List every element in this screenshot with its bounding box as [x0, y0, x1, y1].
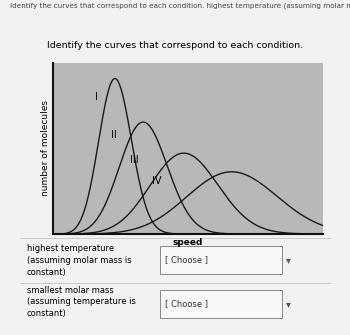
Text: smallest molar mass
(assuming temperature is
constant): smallest molar mass (assuming temperatur…	[27, 285, 136, 318]
Text: Identify the curves that correspond to each condition.: Identify the curves that correspond to e…	[47, 41, 303, 50]
Text: II: II	[111, 130, 117, 140]
Text: I: I	[95, 92, 98, 102]
X-axis label: speed: speed	[173, 238, 203, 247]
Y-axis label: number of molecules: number of molecules	[42, 100, 50, 196]
Text: ▾: ▾	[286, 299, 291, 309]
Text: IV: IV	[152, 176, 161, 186]
Text: [ Choose ]: [ Choose ]	[165, 255, 208, 264]
FancyBboxPatch shape	[160, 246, 282, 274]
Text: highest temperature
(assuming molar mass is
constant): highest temperature (assuming molar mass…	[27, 244, 132, 277]
Text: III: III	[130, 155, 139, 165]
Text: Identify the curves that correspond to each condition. highest temperature (assu: Identify the curves that correspond to e…	[10, 2, 350, 9]
Text: [ Choose ]: [ Choose ]	[165, 299, 208, 308]
FancyBboxPatch shape	[160, 290, 282, 318]
Text: ▾: ▾	[286, 255, 291, 265]
